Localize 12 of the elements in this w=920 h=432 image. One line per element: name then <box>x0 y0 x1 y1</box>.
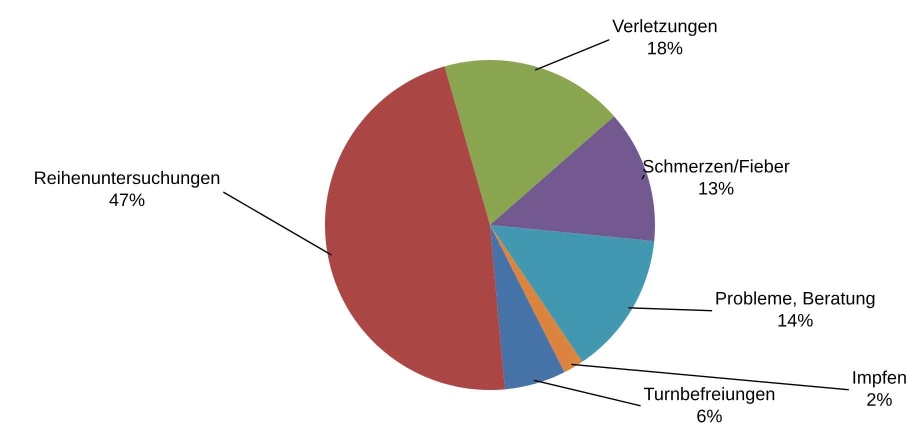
data-label: 6% <box>697 410 722 422</box>
data-label: 18% <box>648 42 682 54</box>
slice-label: Schmerzen/Fieber <box>643 159 790 173</box>
slice-label: Impfen <box>853 370 906 388</box>
slice-label: Verletzungen <box>612 19 716 36</box>
data-label: 47% <box>109 194 144 206</box>
slice-label: Reihenuntersuchungen <box>35 170 220 188</box>
data-label: 13% <box>699 182 734 195</box>
slice-label: Turnbefreiungen <box>644 387 774 404</box>
data-label: 14% <box>778 314 813 327</box>
slice-label: Probleme, Beratung <box>716 291 874 308</box>
data-label: 2% <box>867 393 892 406</box>
